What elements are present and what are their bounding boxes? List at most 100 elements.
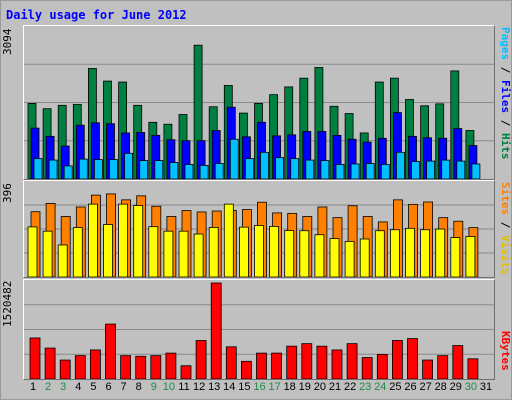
bar-pages-day-3: [63, 165, 73, 179]
bar-pages-day-25: [395, 151, 405, 179]
bar-kbytes-day-22: [346, 343, 358, 379]
hits-files-pages-plot: [24, 44, 494, 179]
bar-visits-day-30: [465, 236, 476, 277]
visits-ymax-label: 396: [1, 183, 14, 203]
x-tick-day-14: 14: [223, 381, 236, 393]
bar-hits-day-12: [193, 44, 203, 179]
bar-hits-day-7: [118, 81, 127, 179]
bar-visits-day-24: [374, 230, 385, 277]
bar-kbytes-day-3: [59, 359, 71, 379]
bar-visits-day-8: [133, 205, 144, 277]
legend-sep: /: [499, 215, 512, 235]
x-tick-day-10: 10: [162, 381, 176, 393]
legend-kbytes: KBytes: [499, 331, 512, 371]
bar-visits-day-29: [450, 237, 461, 277]
bar-visits-day-19: [299, 230, 310, 277]
bar-pages-day-4: [78, 158, 88, 179]
bar-pages-day-1: [33, 158, 43, 179]
legend-sep: /: [499, 113, 512, 133]
bar-hits-day-24: [374, 81, 384, 179]
kbytes-panel-legend: KBytes: [494, 331, 512, 377]
x-tick-day-7: 7: [120, 381, 127, 393]
bar-visits-day-28: [435, 228, 446, 277]
bar-visits-day-17: [269, 226, 280, 277]
bar-visits-day-5: [88, 203, 98, 277]
bar-kbytes-day-23: [361, 357, 373, 379]
bar-files-day-25: [392, 112, 402, 179]
bar-hits-day-3: [57, 104, 67, 179]
bar-files-day-5: [91, 122, 100, 179]
bar-pages-day-30: [471, 163, 481, 179]
bar-files-day-23: [362, 141, 372, 179]
bar-kbytes-day-6: [105, 323, 116, 379]
bar-pages-day-17: [275, 157, 285, 179]
bar-files-day-18: [287, 134, 297, 179]
x-tick-day-11: 11: [178, 381, 190, 393]
bar-files-day-30: [468, 145, 478, 179]
x-tick-day-9: 9: [150, 381, 157, 393]
bar-kbytes-day-27: [422, 359, 434, 379]
bar-files-day-1: [30, 127, 40, 179]
bar-pages-day-6: [109, 159, 118, 179]
bar-pages-day-21: [335, 164, 345, 179]
chart-title: Daily usage for June 2012: [6, 8, 187, 22]
bar-files-day-24: [377, 137, 387, 179]
x-tick-day-25: 25: [389, 381, 402, 393]
x-tick-day-12: 12: [192, 381, 206, 393]
bar-files-day-28: [438, 137, 448, 179]
bar-kbytes-day-30: [467, 358, 479, 379]
bar-visits-day-2: [42, 230, 53, 277]
legend-sep: /: [499, 60, 512, 80]
bar-pages-day-27: [426, 160, 436, 179]
bar-kbytes-day-26: [407, 338, 418, 379]
bar-visits-day-23: [359, 238, 370, 277]
bar-pages-day-26: [411, 161, 420, 179]
bar-pages-day-28: [441, 159, 451, 179]
bar-visits-day-7: [118, 203, 128, 277]
bar-pages-day-2: [48, 159, 58, 179]
bar-pages-day-5: [94, 159, 103, 179]
bar-pages-day-23: [365, 163, 375, 179]
bar-files-day-10: [166, 139, 176, 179]
bar-kbytes-day-18: [286, 345, 298, 379]
bar-kbytes-day-25: [391, 340, 403, 379]
sites-visits-panel: [23, 180, 495, 278]
legend-hits: Hits: [499, 133, 512, 160]
x-tick-day-18: 18: [283, 381, 296, 393]
bar-kbytes-day-20: [316, 345, 328, 379]
bar-kbytes-day-24: [376, 353, 388, 379]
bar-kbytes-day-12: [195, 340, 207, 379]
x-tick-day-19: 19: [298, 381, 311, 393]
bar-visits-day-14: [223, 203, 234, 277]
bar-visits-day-15: [238, 226, 249, 277]
x-tick-day-16: 16: [253, 381, 266, 393]
visits-panel-legend: Sites / Visits: [494, 182, 512, 276]
bar-visits-day-6: [103, 224, 113, 277]
bar-pages-day-9: [154, 160, 164, 179]
x-axis-day-labels: 1 2 3 4 5 6 7 8 9 10 11 12 13 14 15 16 17 18 19 20 21 22 23 24 2…: [23, 381, 493, 397]
bar-kbytes-day-16: [256, 352, 267, 379]
bar-visits-day-9: [148, 226, 159, 277]
bar-visits-day-16: [254, 225, 264, 277]
x-tick-day-22: 22: [343, 381, 357, 393]
bar-visits-day-27: [420, 229, 431, 277]
kbytes-plot: [24, 282, 494, 379]
x-tick-day-13: 13: [208, 381, 221, 393]
bar-kbytes-day-11: [180, 365, 192, 379]
bar-pages-day-13: [214, 163, 224, 179]
bar-pages-day-8: [139, 160, 149, 179]
bar-visits-day-13: [208, 226, 219, 277]
bar-kbytes-day-19: [301, 343, 313, 379]
sites-visits-plot: [24, 193, 494, 277]
bar-pages-day-10: [169, 162, 179, 179]
hits-ymax-label: 3094: [1, 29, 14, 56]
bar-pages-day-11: [184, 164, 194, 179]
legend-sites: Sites: [499, 182, 512, 216]
bar-kbytes-day-4: [74, 355, 86, 379]
bar-visits-day-4: [72, 227, 83, 277]
bar-files-day-8: [136, 132, 146, 179]
bar-kbytes-day-8: [135, 355, 147, 379]
x-tick-day-17: 17: [268, 381, 281, 393]
bar-visits-day-11: [178, 230, 189, 277]
bar-pages-day-19: [305, 159, 315, 179]
